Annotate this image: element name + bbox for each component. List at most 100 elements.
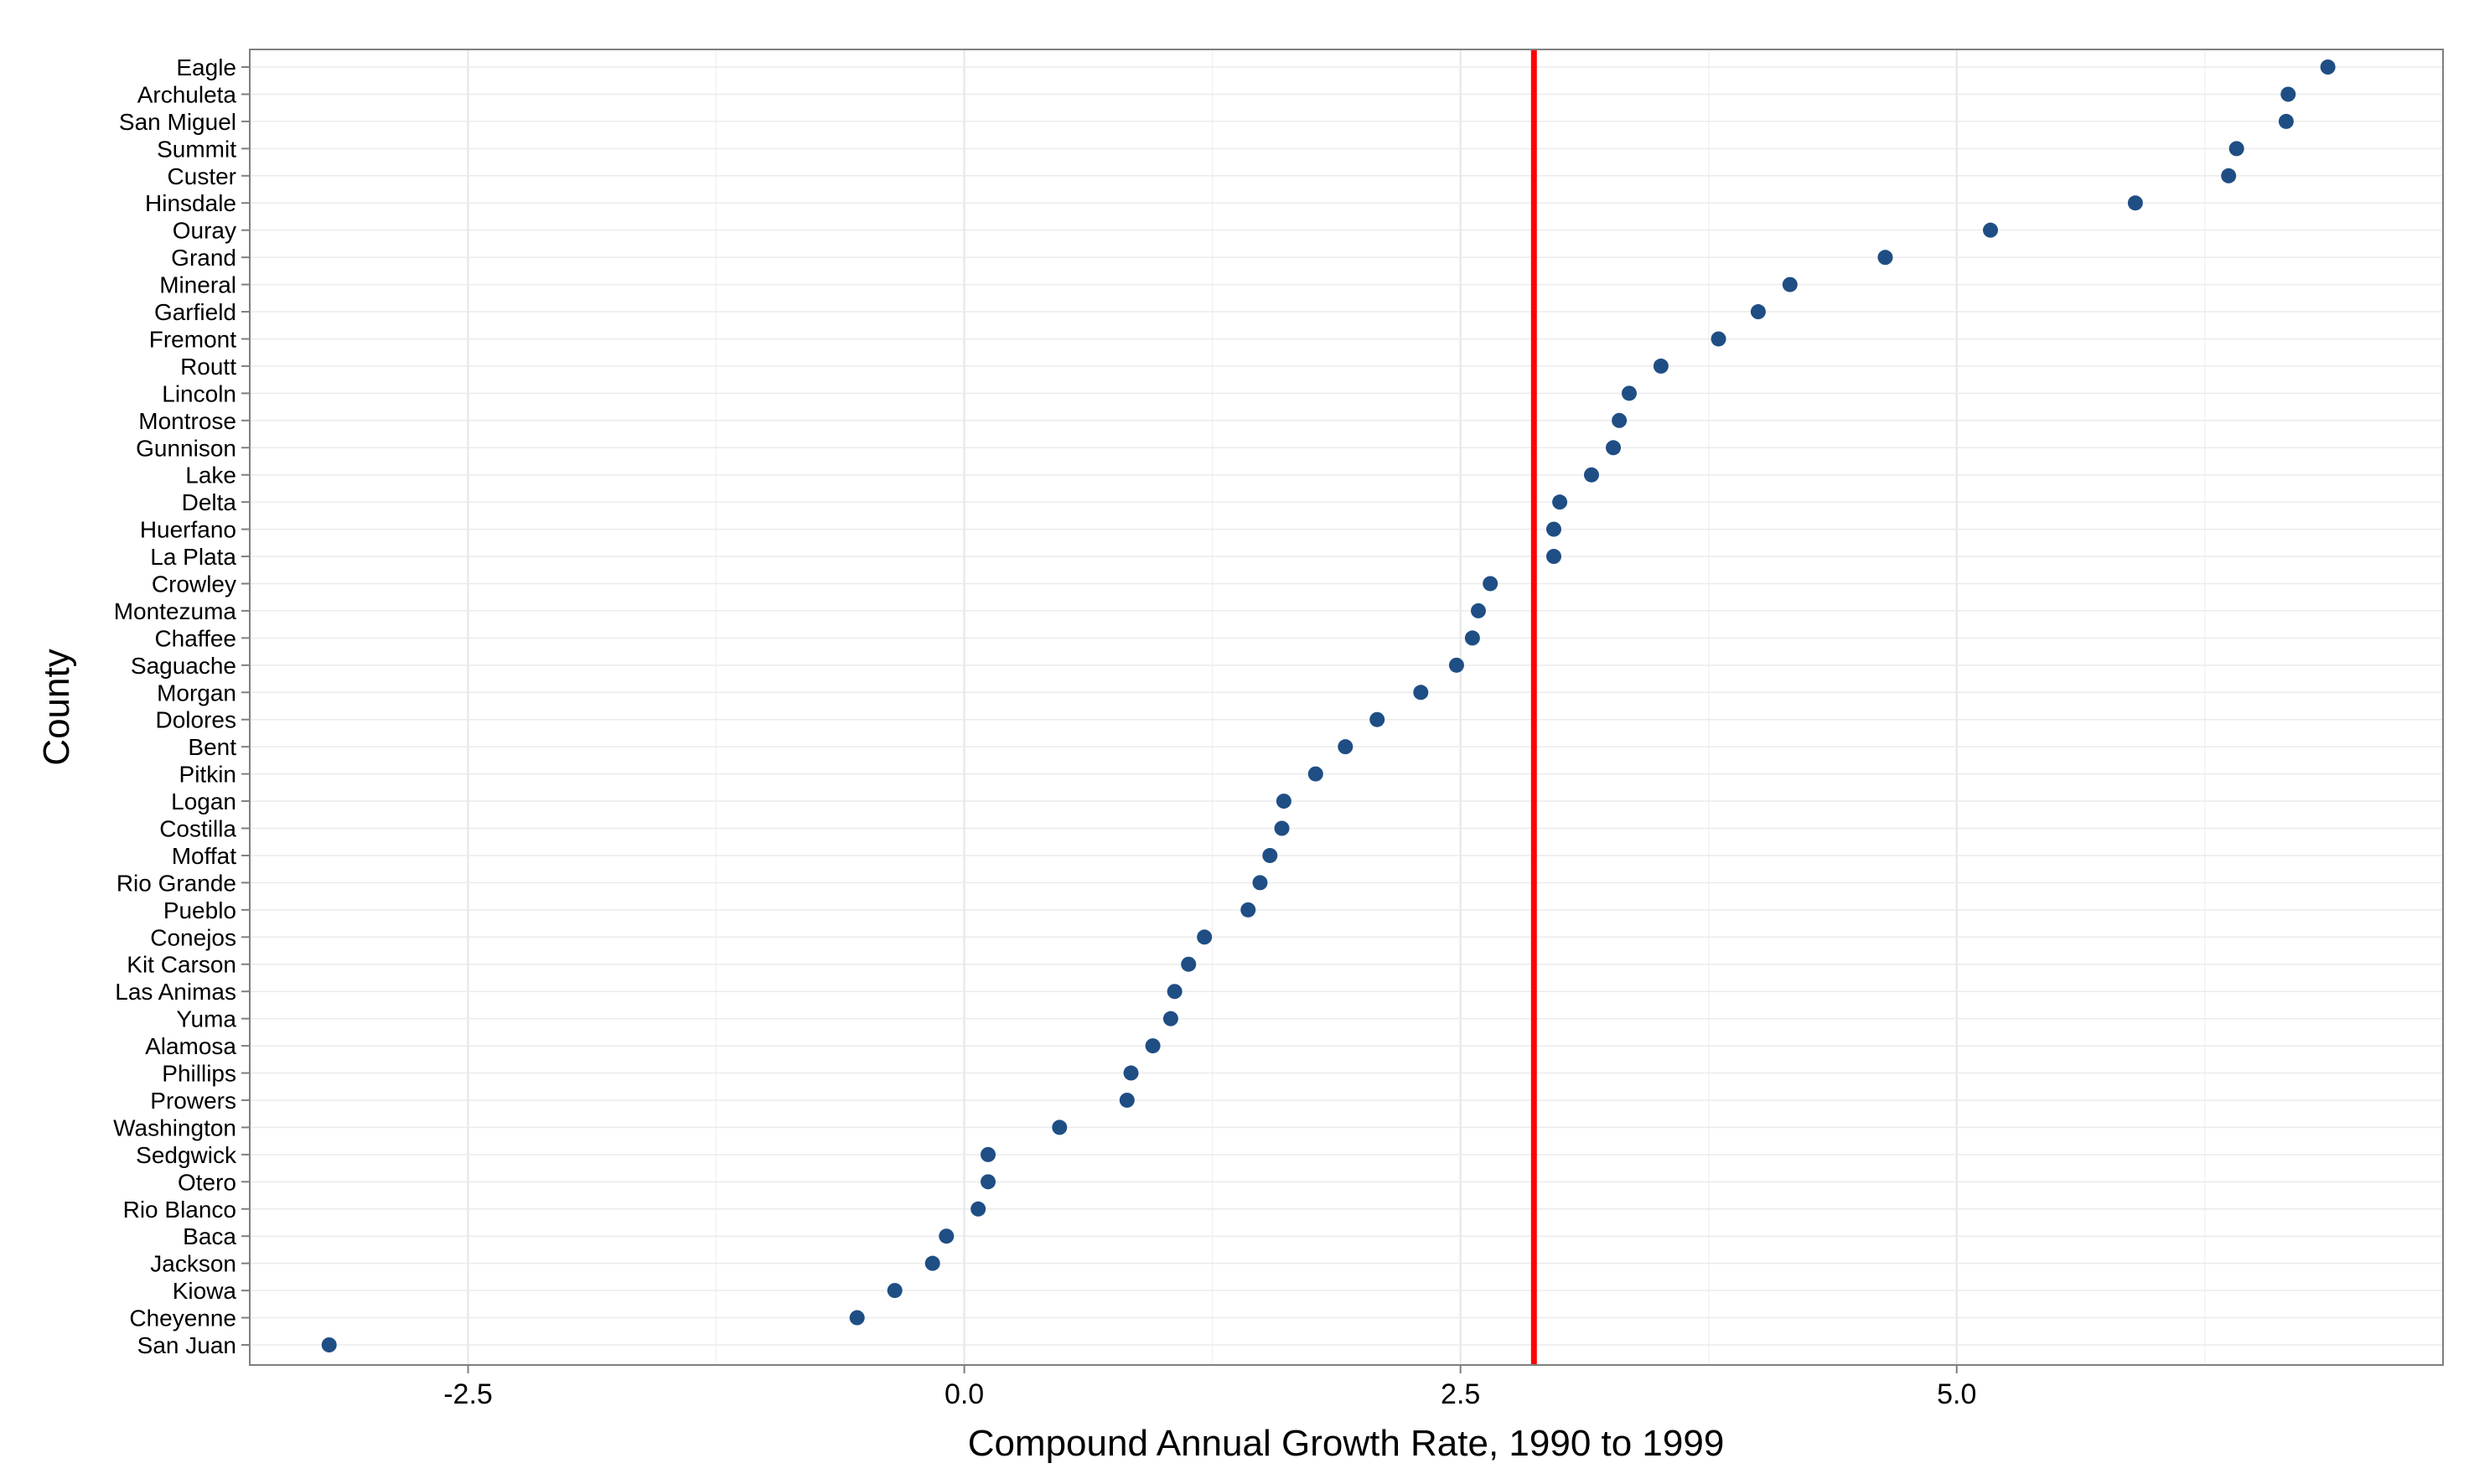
- data-point: [1782, 277, 1798, 292]
- y-tick-label: San Juan: [137, 1332, 236, 1358]
- data-point: [970, 1201, 986, 1217]
- data-point: [321, 1337, 337, 1352]
- y-tick-label: Pitkin: [179, 762, 236, 788]
- data-point: [1448, 657, 1464, 673]
- y-tick-label: Cheyenne: [129, 1306, 236, 1331]
- grid: [250, 49, 2443, 1365]
- data-point: [1711, 331, 1726, 347]
- y-tick-label: Archuleta: [137, 81, 237, 107]
- y-tick-label: Las Animas: [115, 979, 236, 1005]
- points: [321, 59, 2336, 1352]
- plot-panel: [250, 49, 2443, 1365]
- data-point: [1877, 250, 1893, 266]
- y-tick-label: Custer: [168, 163, 236, 189]
- y-axis-title: County: [36, 649, 77, 765]
- y-tick-label: Lincoln: [162, 380, 236, 406]
- y-tick-label: Crowley: [152, 571, 236, 597]
- plot-border: [249, 49, 2444, 1366]
- data-point: [1052, 1119, 1068, 1135]
- x-tick-label: 5.0: [1937, 1378, 1976, 1410]
- y-tick-label: Yuma: [176, 1006, 236, 1032]
- y-tick-label: Prowers: [150, 1088, 236, 1114]
- y-tick-label: Sedgwick: [136, 1142, 237, 1168]
- x-tick-label: 0.0: [945, 1378, 984, 1410]
- y-tick-label: Mineral: [159, 272, 236, 298]
- data-point: [1583, 467, 1599, 483]
- y-tick-label: Pueblo: [163, 897, 236, 923]
- y-tick-label: Montezuma: [114, 598, 237, 624]
- data-point: [2127, 195, 2143, 211]
- data-point: [1162, 1011, 1178, 1026]
- y-tick-label: Dolores: [156, 707, 236, 733]
- data-point: [2280, 86, 2296, 102]
- data-point: [1483, 576, 1498, 592]
- y-tick-label: Ouray: [173, 218, 236, 244]
- data-point: [1276, 794, 1291, 809]
- data-point: [924, 1255, 940, 1271]
- x-tick-label: -2.5: [443, 1378, 493, 1410]
- y-tick-label: San Miguel: [119, 109, 236, 135]
- data-point: [1470, 602, 1486, 618]
- y-tick-label: Garfield: [154, 299, 236, 325]
- data-point: [1369, 711, 1385, 727]
- data-point: [1307, 766, 1323, 782]
- data-point: [1464, 630, 1480, 646]
- y-tick-label: Routt: [180, 354, 236, 380]
- y-tick-label: Logan: [171, 789, 236, 814]
- data-point: [1262, 847, 1278, 863]
- data-point: [1338, 739, 1353, 755]
- data-point: [1274, 820, 1290, 836]
- y-tick-label: Saguache: [131, 653, 236, 679]
- data-point: [1123, 1065, 1139, 1081]
- data-point: [981, 1146, 996, 1162]
- y-tick-label: Chaffee: [154, 625, 236, 651]
- x-axis-title: Compound Annual Growth Rate, 1990 to 199…: [968, 1423, 1725, 1464]
- y-tick-label: Rio Grande: [116, 870, 236, 896]
- data-point: [1545, 549, 1561, 565]
- y-tick-label: Grand: [171, 245, 236, 271]
- y-tick-label: Bent: [188, 734, 236, 760]
- y-tick-label: Baca: [183, 1223, 236, 1249]
- data-point: [1240, 902, 1256, 918]
- data-point: [849, 1310, 865, 1326]
- x-axis: -2.5 0.0 2.5 5.0: [443, 1365, 1976, 1410]
- y-tick-label: Fremont: [149, 326, 236, 352]
- y-tick-label: La Plata: [150, 544, 236, 570]
- y-tick-label: Montrose: [138, 408, 236, 434]
- y-tick-label: Phillips: [162, 1061, 236, 1087]
- data-point: [981, 1174, 996, 1190]
- y-tick-label: Rio Blanco: [123, 1197, 236, 1223]
- y-tick-label: Lake: [185, 463, 236, 489]
- y-tick-label: Washington: [113, 1114, 236, 1140]
- data-point: [1552, 494, 1568, 510]
- data-point: [2228, 141, 2244, 157]
- y-tick-label: Kiowa: [173, 1278, 237, 1304]
- data-point: [1145, 1038, 1161, 1054]
- y-tick-label: Eagle: [176, 54, 236, 80]
- data-point: [2278, 113, 2294, 129]
- y-tick-label: Jackson: [150, 1251, 236, 1277]
- data-point: [1612, 412, 1628, 428]
- y-tick-label: Alamosa: [145, 1033, 236, 1059]
- y-tick-label: Otero: [178, 1169, 236, 1195]
- data-point: [1181, 956, 1197, 972]
- y-tick-label: Huerfano: [140, 517, 236, 543]
- y-tick-label: Morgan: [157, 680, 236, 706]
- data-point: [1621, 385, 1637, 401]
- data-point: [887, 1283, 903, 1299]
- data-point: [2320, 59, 2336, 75]
- data-point: [1413, 685, 1429, 701]
- data-point: [1983, 222, 1999, 238]
- data-point: [1167, 984, 1183, 1000]
- y-tick-label: Moffat: [172, 843, 237, 869]
- y-tick-label: Delta: [182, 489, 237, 515]
- y-tick-label: Gunnison: [136, 435, 236, 461]
- data-point: [1197, 929, 1213, 945]
- data-point: [1750, 304, 1766, 320]
- data-point: [1653, 358, 1669, 374]
- y-tick-label: Summit: [157, 136, 236, 162]
- data-point: [2221, 168, 2237, 184]
